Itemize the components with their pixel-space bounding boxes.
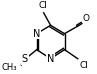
Text: CH₃: CH₃ [1,63,16,72]
Text: N: N [33,29,40,39]
Text: Cl: Cl [80,61,89,70]
Text: N: N [47,54,54,64]
Text: O: O [83,14,90,23]
Text: S: S [22,54,28,64]
Text: Cl: Cl [39,1,47,10]
